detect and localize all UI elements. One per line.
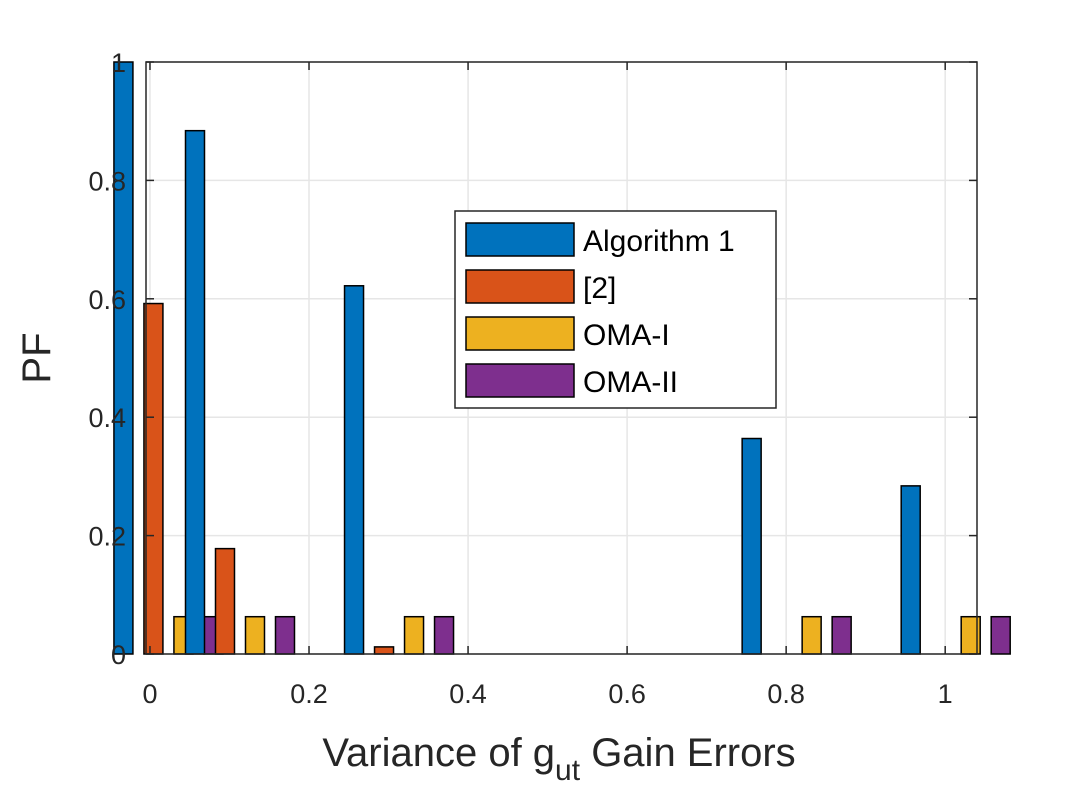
x-axis-label-main: Variance of g (322, 731, 555, 775)
bar-oma-i-2 (403, 615, 425, 655)
bar--2--2 (373, 646, 395, 655)
x-tick-label: 0 (142, 679, 157, 709)
legend-label: OMA-I (583, 319, 670, 352)
x-tick-label: 0.6 (608, 679, 646, 709)
x-axis-label-subscript: ut (555, 754, 581, 787)
bar-oma-i-1 (244, 615, 266, 655)
bar-algorithm-1-4 (900, 485, 921, 655)
legend: Algorithm 1 [2] OMA-I OMA-II (454, 210, 777, 409)
bar-algorithm-1-2 (343, 285, 365, 655)
legend-label: [2] (583, 272, 616, 305)
y-axis-label: PF (15, 332, 59, 383)
bar--2--0 (143, 302, 164, 655)
legend-swatch (465, 316, 575, 351)
x-tick-label: 0.2 (290, 679, 328, 709)
bar-algorithm-1-0 (113, 61, 134, 655)
x-tick-label: 1 (938, 679, 953, 709)
y-tick-label: 0.8 (88, 166, 126, 196)
bar-oma-ii-1 (274, 615, 296, 655)
plot-frame (145, 61, 978, 655)
legend-swatch (465, 363, 575, 398)
legend-swatch (465, 269, 575, 304)
y-tick-label: 0 (111, 640, 126, 670)
bar-algorithm-1-1 (184, 129, 206, 655)
x-tick-label: 0.8 (767, 679, 805, 709)
y-tick-label: 0.6 (88, 285, 126, 315)
bar-oma-ii-4 (990, 615, 1011, 655)
x-axis-label: Variance of gut Gain Errors (322, 731, 795, 787)
legend-swatch (465, 222, 575, 257)
legend-label: Algorithm 1 (583, 225, 735, 258)
ticks: 0 0.2 0.4 0.6 0.8 1 0 0.2 0.4 0.6 0.8 1 (88, 48, 977, 709)
x-axis-label-suffix: Gain Errors (580, 731, 796, 775)
bar-algorithm-1-3 (741, 437, 762, 655)
y-tick-label: 1 (111, 48, 126, 78)
bar-oma-ii-2 (433, 615, 455, 655)
bar-oma-i-3 (801, 615, 822, 655)
bars (113, 61, 1011, 655)
y-tick-label: 0.4 (88, 403, 126, 433)
x-tick-label: 0.4 (449, 679, 487, 709)
bar-oma-ii-3 (831, 615, 852, 655)
legend-label: OMA-II (583, 366, 678, 399)
y-tick-label: 0.2 (88, 522, 126, 552)
bar--2--1 (214, 547, 236, 655)
